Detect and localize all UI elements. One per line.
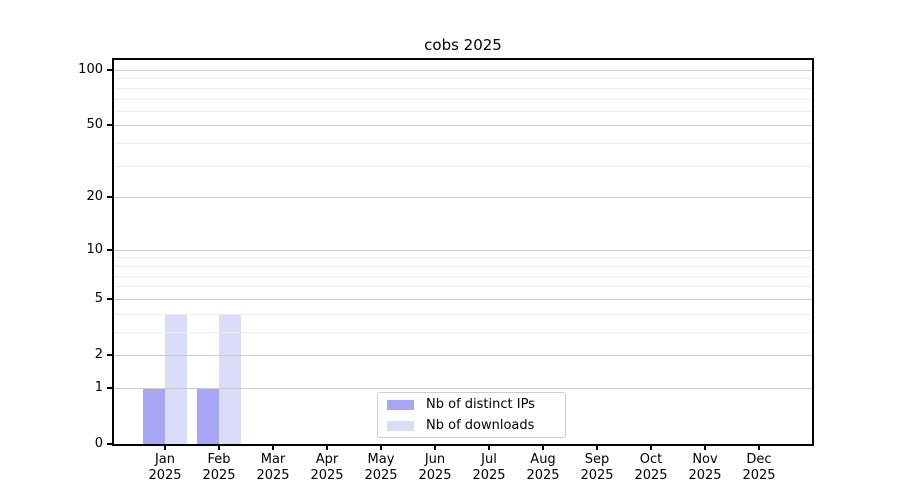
x-tick-mark-jul bbox=[488, 444, 490, 450]
y-tick-mark-1 bbox=[107, 386, 112, 389]
plot-inner bbox=[114, 60, 812, 444]
y-tick-mark-0 bbox=[107, 443, 112, 445]
y-tick-label-2: 2 bbox=[94, 347, 103, 362]
x-tick-label-mar: Mar 2025 bbox=[256, 452, 290, 483]
x-tick-label-sep: Sep 2025 bbox=[580, 452, 614, 483]
y-tick-mark-100 bbox=[107, 69, 112, 71]
chart-title: cobs 2025 bbox=[424, 36, 502, 54]
legend-swatch-distinct-ips bbox=[387, 399, 414, 410]
bar-jan-downloads bbox=[165, 313, 187, 444]
gridline-major-20 bbox=[114, 197, 812, 199]
x-tick-label-jan: Jan 2025 bbox=[148, 452, 182, 483]
y-tick-mark-20 bbox=[107, 196, 112, 199]
gridline-minor-6 bbox=[114, 286, 812, 288]
legend-label-downloads: Nb of downloads bbox=[426, 418, 535, 433]
gridline-major-5 bbox=[114, 298, 812, 300]
x-tick-mark-mar bbox=[272, 444, 274, 450]
legend-label-distinct-ips: Nb of distinct IPs bbox=[426, 397, 535, 412]
x-tick-mark-apr bbox=[326, 444, 328, 450]
legend-row-downloads: Nb of downloads bbox=[387, 417, 565, 434]
gridline-minor-80 bbox=[114, 87, 812, 89]
y-tick-mark-2 bbox=[107, 354, 112, 356]
gridline-minor-90 bbox=[114, 78, 812, 80]
gridline-major-50 bbox=[114, 125, 812, 127]
gridline-minor-7 bbox=[114, 275, 812, 277]
y-tick-label-20: 20 bbox=[86, 189, 103, 205]
x-tick-label-jun: Jun 2025 bbox=[418, 452, 452, 483]
x-tick-label-dec: Dec 2025 bbox=[742, 452, 776, 483]
y-tick-label-0: 0 bbox=[94, 436, 103, 451]
y-tick-mark-5 bbox=[107, 297, 112, 300]
y-tick-mark-10 bbox=[107, 248, 112, 251]
gridline-minor-70 bbox=[114, 98, 812, 100]
gridline-major-10 bbox=[114, 249, 812, 251]
bar-feb-distinct-ips bbox=[197, 387, 219, 444]
gridline-minor-30 bbox=[114, 165, 812, 167]
x-tick-label-jul: Jul 2025 bbox=[472, 452, 506, 483]
x-tick-label-apr: Apr 2025 bbox=[310, 452, 344, 483]
gridline-major-2 bbox=[114, 355, 812, 356]
y-tick-label-5: 5 bbox=[94, 290, 103, 306]
y-tick-label-10: 10 bbox=[86, 241, 103, 257]
gridline-minor-9 bbox=[114, 257, 812, 259]
x-tick-mark-aug bbox=[542, 444, 544, 450]
x-tick-mark-jan bbox=[164, 444, 166, 450]
bar-jan-distinct-ips bbox=[143, 387, 165, 444]
bar-feb-downloads bbox=[219, 313, 241, 444]
x-tick-label-nov: Nov 2025 bbox=[688, 452, 722, 483]
legend-swatch-downloads bbox=[387, 420, 414, 431]
x-tick-mark-dec bbox=[758, 444, 760, 450]
gridline-minor-3 bbox=[114, 331, 812, 333]
legend: Nb of distinct IPs Nb of downloads bbox=[377, 392, 566, 438]
gridline-minor-60 bbox=[114, 110, 812, 112]
x-tick-mark-may bbox=[380, 444, 382, 450]
gridline-minor-8 bbox=[114, 265, 812, 267]
plot-area bbox=[112, 58, 814, 446]
x-tick-mark-sep bbox=[596, 444, 598, 450]
y-tick-label-1: 1 bbox=[94, 379, 103, 395]
x-tick-mark-oct bbox=[650, 444, 652, 450]
y-tick-label-50: 50 bbox=[86, 117, 103, 133]
gridline-major-1 bbox=[114, 387, 812, 389]
x-tick-label-aug: Aug 2025 bbox=[526, 452, 560, 483]
x-tick-mark-feb bbox=[218, 444, 220, 450]
y-tick-label-100: 100 bbox=[78, 62, 103, 77]
x-tick-label-feb: Feb 2025 bbox=[202, 452, 236, 483]
y-tick-mark-50 bbox=[107, 124, 112, 127]
legend-row-distinct-ips: Nb of distinct IPs bbox=[387, 396, 565, 413]
x-tick-label-oct: Oct 2025 bbox=[634, 452, 668, 483]
gridline-major-100 bbox=[114, 70, 812, 71]
gridline-minor-40 bbox=[114, 143, 812, 145]
x-tick-mark-jun bbox=[434, 444, 436, 450]
x-tick-mark-nov bbox=[704, 444, 706, 450]
gridline-minor-4 bbox=[114, 313, 812, 315]
x-tick-label-may: May 2025 bbox=[364, 452, 398, 483]
